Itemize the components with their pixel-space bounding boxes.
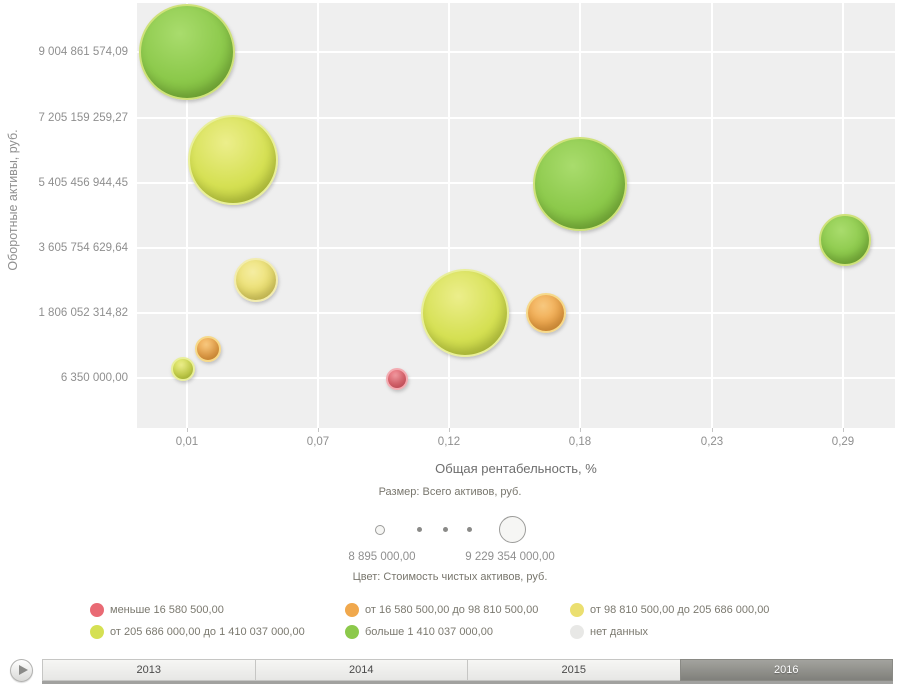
bubble[interactable] — [421, 269, 509, 357]
timeline-year-2013[interactable]: 2013 — [42, 659, 255, 681]
gridline-horizontal — [137, 182, 895, 184]
x-tick-label: 0,12 — [437, 436, 461, 448]
timeline-year-2015[interactable]: 2015 — [467, 659, 680, 681]
legend-color-swatch — [345, 603, 359, 617]
y-tick-label: 3 605 754 629,64 — [38, 242, 128, 254]
bubble[interactable] — [386, 368, 408, 390]
size-legend-title: Размер: Всего активов, руб. — [378, 486, 522, 498]
y-axis-title: Оборотные активы, руб. — [6, 129, 20, 271]
x-tickmark — [580, 428, 581, 432]
bubble[interactable] — [533, 137, 627, 231]
x-tickmark — [712, 428, 713, 432]
bubble[interactable] — [188, 115, 278, 205]
legend-label: больше 1 410 037 000,00 — [365, 626, 493, 638]
legend-item: меньше 16 580 500,00 — [90, 602, 224, 618]
play-button[interactable] — [10, 659, 33, 682]
legend-label: меньше 16 580 500,00 — [110, 604, 224, 616]
y-tick-label: 6 350 000,00 — [60, 372, 128, 384]
legend-item: от 98 810 500,00 до 205 686 000,00 — [570, 602, 769, 618]
plot-area — [137, 3, 895, 428]
gridline-horizontal — [137, 51, 895, 53]
x-tickmark — [843, 428, 844, 432]
legend-label: нет данных — [590, 626, 649, 638]
x-tick-label: 0,23 — [700, 436, 724, 448]
gridline-horizontal — [137, 247, 895, 249]
play-icon — [19, 665, 28, 675]
timeline-year-2016[interactable]: 2016 — [679, 659, 893, 681]
y-tick-label: 9 004 861 574,09 — [38, 46, 128, 58]
bubble[interactable] — [195, 336, 221, 362]
legend-color-swatch — [90, 603, 104, 617]
legend-item: от 16 580 500,00 до 98 810 500,00 — [345, 602, 538, 618]
x-tickmark — [187, 428, 188, 432]
legend-color-swatch — [345, 625, 359, 639]
legend-color-swatch — [570, 625, 584, 639]
gridline-vertical — [448, 3, 450, 428]
legend-item: больше 1 410 037 000,00 — [345, 624, 493, 640]
legend-label: от 205 686 000,00 до 1 410 037 000,00 — [110, 626, 305, 638]
x-tick-label: 0,07 — [306, 436, 330, 448]
x-tick-label: 0,29 — [831, 436, 855, 448]
color-legend-title: Цвет: Стоимость чистых активов, руб. — [352, 571, 548, 583]
size-legend-min-label: 8 895 000,00 — [348, 551, 416, 563]
gridline-vertical — [186, 3, 188, 428]
size-legend-min-circle — [375, 525, 385, 535]
gridline-horizontal — [137, 117, 895, 119]
x-tick-label: 0,01 — [175, 436, 199, 448]
y-tick-label: 7 205 159 259,27 — [38, 112, 128, 124]
bubble[interactable] — [819, 214, 871, 266]
bubble[interactable] — [171, 357, 195, 381]
timeline: 2013 2014 2015 2016 — [42, 659, 893, 684]
x-tickmark — [318, 428, 319, 432]
gridline-horizontal — [137, 377, 895, 379]
gridline-horizontal — [137, 312, 895, 314]
legend-label: от 16 580 500,00 до 98 810 500,00 — [365, 604, 539, 616]
y-tick-label: 5 405 456 944,45 — [38, 177, 128, 189]
legend-color-swatch — [570, 603, 584, 617]
x-tickmark — [449, 428, 450, 432]
size-scale-dot-icon — [467, 527, 472, 532]
x-tick-label: 0,18 — [568, 436, 592, 448]
legend-item: от 205 686 000,00 до 1 410 037 000,00 — [90, 624, 305, 640]
bubble[interactable] — [526, 293, 566, 333]
gridline-vertical — [317, 3, 319, 428]
legend-label: от 98 810 500,00 до 205 686 000,00 — [590, 604, 770, 616]
size-legend-max-label: 9 229 354 000,00 — [465, 551, 555, 563]
y-tick-label: 1 806 052 314,82 — [38, 307, 128, 319]
bubble[interactable] — [234, 258, 278, 302]
legend-item: нет данных — [570, 624, 648, 640]
legend-color-swatch — [90, 625, 104, 639]
timeline-year-2014[interactable]: 2014 — [254, 659, 467, 681]
size-scale-dot-icon — [417, 527, 422, 532]
x-axis-title: Общая рентабельность, % — [435, 461, 597, 476]
size-scale-dot-icon — [443, 527, 448, 532]
gridline-vertical — [711, 3, 713, 428]
size-legend-max-circle — [499, 516, 526, 543]
bubble[interactable] — [139, 4, 235, 100]
